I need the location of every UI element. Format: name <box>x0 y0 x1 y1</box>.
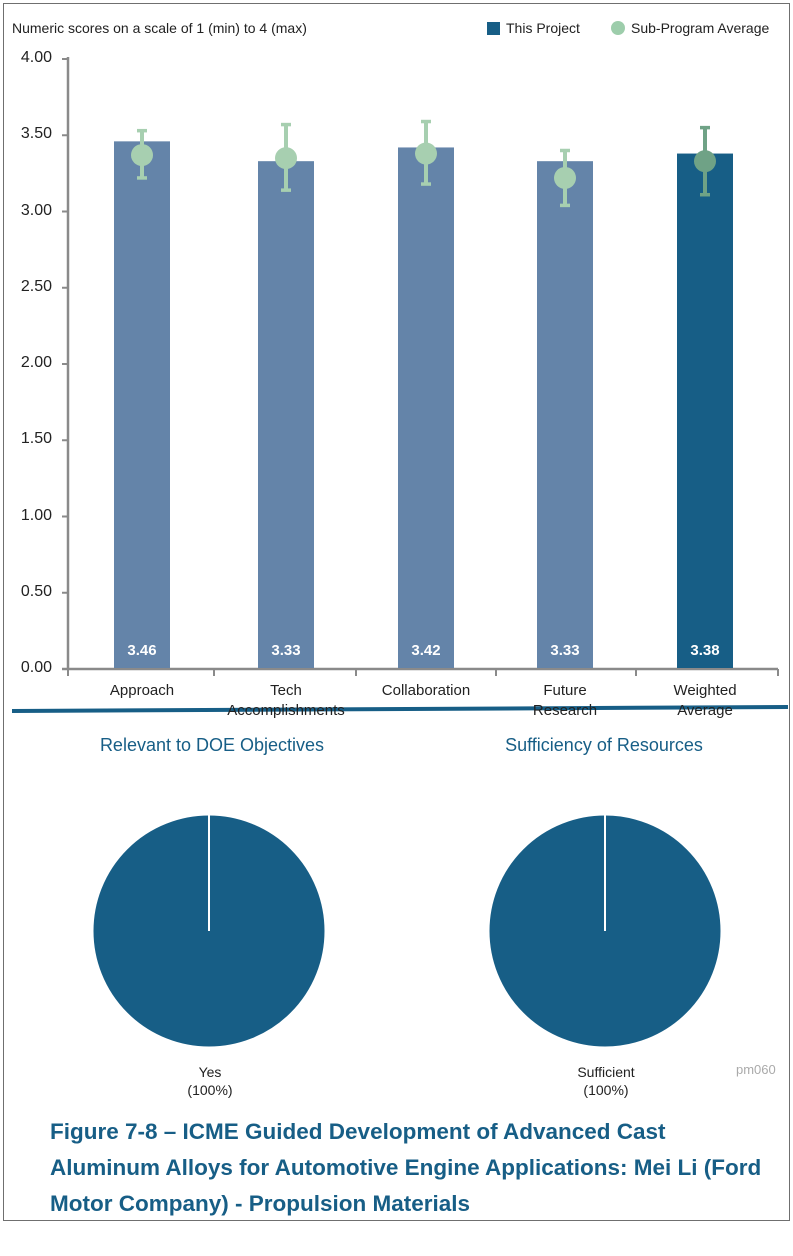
bar-2 <box>398 147 454 668</box>
pie-title-sufficiency: Sufficiency of Resources <box>505 735 703 755</box>
average-marker-3 <box>554 166 576 189</box>
y-tick-label: 3.50 <box>20 125 52 143</box>
x-category-label: Collaboration <box>381 682 471 699</box>
legend-swatch-average <box>611 21 625 35</box>
pie-label-sufficient: Sufficient (100%) <box>577 1064 635 1098</box>
pie-title-relevance: Relevant to DOE Objectives <box>99 735 325 755</box>
figure-caption: Figure 7-8 – ICME Guided Development of … <box>50 1119 762 1216</box>
bar-1 <box>258 161 314 669</box>
y-tick-label: 1.00 <box>20 506 52 524</box>
pie-label-yes: Yes (100%) <box>187 1064 233 1098</box>
x-category-label: Tech Accomplishments <box>227 682 345 719</box>
bar-value-label: 3.42 <box>411 642 441 659</box>
legend-swatch-project <box>487 21 500 35</box>
y-tick-label: 2.00 <box>20 354 52 371</box>
bar-4 <box>677 153 733 669</box>
y-tick-label: 1.50 <box>20 430 52 448</box>
y-tick-label: 0.50 <box>20 582 52 600</box>
y-tick-label: 4.00 <box>20 49 52 66</box>
chart-subtitle: Numeric scores on a scale of 1 (min) to … <box>12 20 307 36</box>
y-tick-label: 2.50 <box>20 277 52 295</box>
y-tick-label: 0.00 <box>20 659 52 676</box>
y-tick-label: 3.00 <box>20 201 52 219</box>
legend-item-project: This Project <box>487 20 580 36</box>
x-category-label: Future Research <box>532 682 598 719</box>
bar-value-label: 3.33 <box>550 642 580 659</box>
average-marker-1 <box>275 147 297 170</box>
x-category-label: Weighted Average <box>673 682 737 719</box>
bar-0 <box>114 141 170 669</box>
average-marker-2 <box>415 142 437 165</box>
average-marker-0 <box>131 144 153 167</box>
x-category-label: Approach <box>109 682 175 699</box>
bar-value-label: 3.38 <box>690 642 720 659</box>
bar-3 <box>537 161 593 669</box>
figure-code: pm060 <box>736 1062 776 1077</box>
legend-label-average: Sub-Program Average <box>631 20 770 36</box>
bar-value-label: 3.46 <box>127 642 157 659</box>
bar-value-label: 3.33 <box>271 642 301 659</box>
legend-label-project: This Project <box>506 20 580 36</box>
average-marker-4 <box>694 150 716 173</box>
legend-item-average: Sub-Program Average <box>611 20 769 36</box>
section-divider <box>11 705 789 713</box>
